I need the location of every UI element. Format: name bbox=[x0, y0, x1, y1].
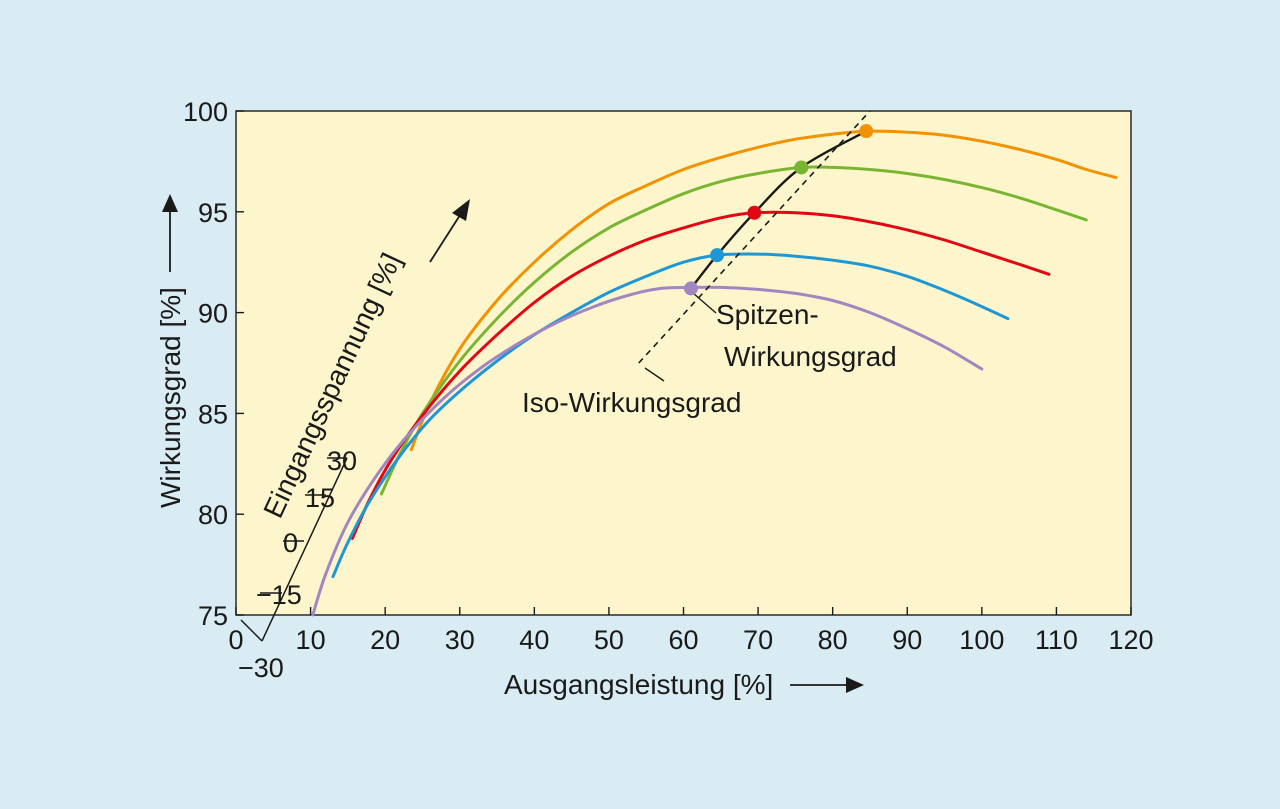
input-voltage-tick-label: −15 bbox=[256, 580, 302, 610]
y-tick-label: 90 bbox=[198, 299, 228, 329]
x-tick-label: 60 bbox=[668, 625, 698, 655]
plot-background bbox=[235, 110, 1132, 616]
input-voltage-axis-line bbox=[261, 457, 348, 642]
iso-efficiency-label: Iso-Wirkungsgrad bbox=[522, 387, 741, 418]
efficiency-curves bbox=[311, 129, 1118, 617]
efficiency-curve-line bbox=[350, 210, 1051, 540]
peak-point-marker bbox=[794, 160, 809, 175]
y-axis-arrow bbox=[162, 194, 178, 272]
iso-efficiency-leader bbox=[644, 367, 665, 382]
input-voltage-tick-15: 15 bbox=[305, 483, 335, 513]
x-tick-label: 50 bbox=[594, 625, 624, 655]
efficiency-curve-line bbox=[379, 165, 1088, 496]
peak-point-marker bbox=[683, 281, 698, 296]
input-voltage-tick-label: 0 bbox=[283, 528, 298, 558]
efficiency-curve-line bbox=[311, 285, 984, 617]
x-tick-label: 30 bbox=[445, 625, 475, 655]
y-axis-ticks: 75 80 85 90 95 100 bbox=[183, 97, 244, 631]
input-voltage-tick-30: 30 bbox=[327, 446, 357, 476]
y-tick-label: 100 bbox=[183, 97, 228, 127]
x-tick-label: 10 bbox=[296, 625, 326, 655]
input-voltage-tick-minus30: −30 bbox=[238, 619, 284, 683]
peak-point-marker bbox=[747, 205, 762, 220]
y-axis-title: Wirkungsgrad [%] bbox=[155, 287, 186, 508]
efficiency-curve-line bbox=[409, 129, 1118, 452]
x-tick-label: 20 bbox=[370, 625, 400, 655]
peak-efficiency-leader bbox=[692, 292, 717, 314]
iso-efficiency-line bbox=[638, 110, 871, 364]
input-voltage-tick-minus15: −15 bbox=[256, 580, 302, 610]
x-tick-label: 0 bbox=[228, 625, 243, 655]
y-tick-label: 85 bbox=[198, 399, 228, 429]
peak-efficiency-label-line2: Wirkungsgrad bbox=[724, 341, 897, 372]
peak-point-marker bbox=[859, 124, 874, 139]
input-voltage-tick-label: 30 bbox=[327, 446, 357, 476]
efficiency-curve-line bbox=[331, 252, 1010, 579]
input-voltage-tick-0: 0 bbox=[283, 528, 304, 558]
x-tick-label: 110 bbox=[1035, 625, 1078, 655]
input-voltage-tick-label: 15 bbox=[305, 483, 335, 513]
input-voltage-direction-arrow bbox=[429, 199, 470, 263]
y-tick-label: 80 bbox=[198, 500, 228, 530]
x-tick-label: 90 bbox=[892, 625, 922, 655]
x-axis-ticks: 0 10 20 30 40 50 60 70 80 90 100 110 120 bbox=[228, 607, 1154, 655]
x-tick-label: 100 bbox=[959, 625, 1004, 655]
input-voltage-tick-label: −30 bbox=[238, 653, 284, 683]
x-axis-arrow bbox=[790, 677, 864, 693]
y-tick-label: 95 bbox=[198, 198, 228, 228]
x-tick-label: 40 bbox=[519, 625, 549, 655]
peak-efficiency-label-line1: Spitzen- bbox=[716, 299, 819, 330]
peak-point-marker bbox=[710, 248, 725, 263]
x-axis-title: Ausgangsleistung [%] bbox=[504, 669, 773, 700]
y-tick-label: 75 bbox=[198, 601, 228, 631]
x-tick-label: 120 bbox=[1108, 625, 1153, 655]
peak-points bbox=[683, 124, 874, 296]
x-tick-label: 80 bbox=[818, 625, 848, 655]
x-tick-label: 70 bbox=[743, 625, 773, 655]
